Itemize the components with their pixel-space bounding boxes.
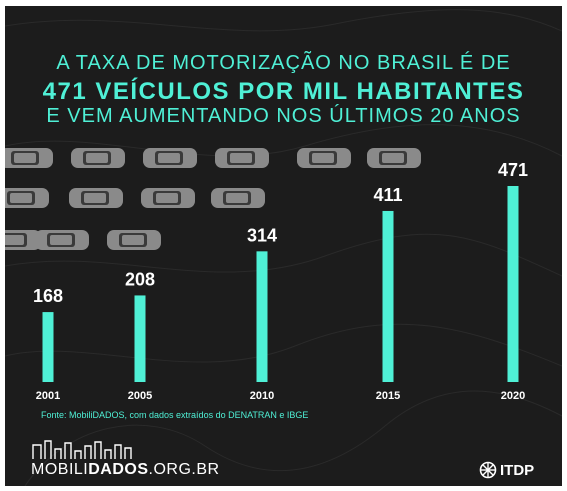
value-label-2015: 411 [373, 185, 402, 205]
brand-bold: DADOS [88, 461, 149, 478]
bar-2005 [134, 295, 146, 382]
value-label-2020: 471 [498, 160, 528, 180]
infographic-card: A TAXA DE MOTORIZAÇÃO NO BRASIL É DE 471… [5, 6, 562, 486]
itdp-logo: ITDP [479, 461, 534, 479]
headline-line-3: E VEM AUMENTANDO NOS ÚLTIMOS 20 ANOS [46, 105, 521, 127]
value-label-2001: 168 [33, 286, 63, 306]
year-label-2005: 2005 [128, 390, 152, 402]
brand-suffix: .ORG.BR [148, 461, 220, 478]
itdp-name: ITDP [500, 461, 535, 479]
year-label-2015: 2015 [376, 390, 400, 402]
source-note: Fonte: MobiliDADOS, com dados extraídos … [41, 410, 309, 420]
bar-2001 [42, 312, 54, 382]
contour-background [5, 9, 562, 486]
mobilidados-logo: MOBILIDADOS.ORG.BR [31, 439, 219, 478]
itdp-logo-icon [479, 461, 497, 479]
year-label-2020: 2020 [501, 390, 525, 402]
brand-prefix: MOBILI [31, 461, 89, 478]
value-label-2010: 314 [247, 225, 277, 245]
value-label-2005: 208 [125, 269, 155, 289]
brand-wordmark: MOBILIDADOS.ORG.BR [31, 461, 220, 479]
bar-2020 [507, 186, 519, 382]
bar-2015 [382, 210, 394, 382]
year-label-2010: 2010 [250, 390, 274, 402]
motorization-bar-chart: 168 2001 208 2005 314 2010 411 2015 471 2020 [33, 160, 528, 402]
bar-2010 [256, 251, 268, 382]
bar-chart-people-icon [32, 440, 132, 459]
year-label-2001: 2001 [36, 390, 60, 402]
headline-line-1: A TAXA DE MOTORIZAÇÃO NO BRASIL É DE [56, 52, 511, 74]
headline-line-2: 471 VEÍCULOS POR MIL HABITANTES [42, 78, 525, 105]
